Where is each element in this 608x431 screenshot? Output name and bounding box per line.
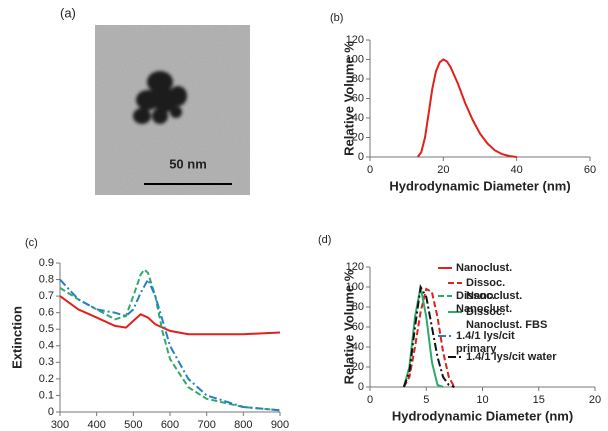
scale-bar-label: 50 nm [169,156,207,171]
x-tick-label: 20 [589,394,601,406]
y-tick-label: 0.6 [39,307,54,319]
figure: (a) 50 nm (b)0204060020406080100120Hydro… [0,0,608,431]
y-tick-label: 0 [358,151,364,163]
y-tick-label: 0.9 [39,257,54,269]
x-axis-label: Hydrodynamic Diameter (nm) [392,408,573,423]
y-axis-label: Relative Volume % [341,269,356,384]
legend-label: Nanoclust. [456,262,548,275]
y-tick-label: 0.2 [39,373,54,385]
panel-label: (a) [60,5,76,20]
x-tick-label: 600 [161,419,179,431]
legend-label: 1.4/1 lys/cit water [466,351,558,364]
y-tick-label: 0.1 [39,389,54,401]
y-tick-label: 0.3 [39,356,54,368]
y-tick-label: 0.8 [39,273,54,285]
x-tick-label: 400 [87,419,105,431]
x-axis-label: Hydrodynamic Diameter (nm) [389,178,570,193]
y-axis-label: Extinction [9,306,24,369]
y-tick-label: 0 [48,406,54,418]
x-tick-label: 800 [234,419,252,431]
x-tick-label: 10 [476,394,488,406]
legend-label: Dissoc. Nanoclust. [466,277,558,303]
legend-label: Dissoc. Nanoclust. FBS [466,306,558,332]
x-tick-label: 15 [533,394,545,406]
y-tick-label: 0.4 [39,340,54,352]
data-line [60,280,280,411]
x-tick-label: 300 [51,419,69,431]
y-tick-label: 0.5 [39,323,54,335]
panel-label: (b) [330,12,343,24]
x-tick-label: 20 [437,164,449,176]
data-line [418,60,517,158]
x-tick-label: 5 [423,394,429,406]
x-tick-label: 60 [584,164,596,176]
x-tick-label: 500 [124,419,142,431]
y-axis-label: Relative Volume % [341,41,356,156]
x-tick-label: 0 [367,164,373,176]
chart: (a) 50 nm (b)0204060020406080100120Hydro… [0,0,608,431]
panel-label: (d) [318,234,331,246]
x-tick-label: 40 [511,164,523,176]
data-line [60,270,280,411]
x-tick-label: 700 [197,419,215,431]
x-tick-label: 900 [271,419,289,431]
panel-label: (c) [25,237,38,249]
y-tick-label: 0.7 [39,290,54,302]
x-tick-label: 0 [367,394,373,406]
y-tick-label: 0 [358,381,364,393]
data-line [60,296,280,334]
